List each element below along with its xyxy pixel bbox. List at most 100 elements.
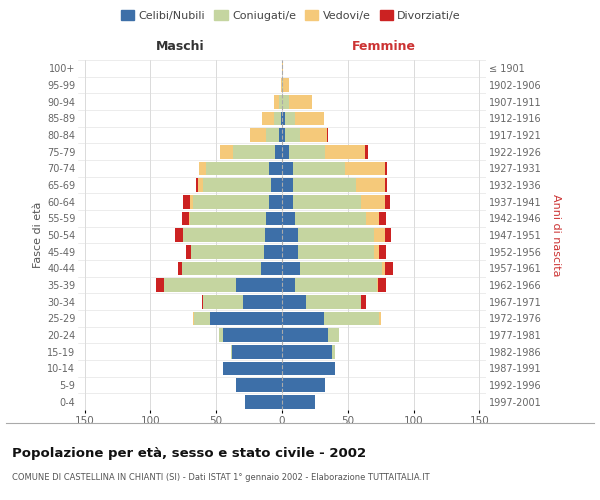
Bar [356, 178, 385, 192]
Bar [236, 378, 282, 392]
Bar [265, 228, 282, 242]
Bar [182, 262, 261, 275]
Bar [305, 295, 361, 308]
Bar [186, 245, 191, 258]
Bar [282, 228, 298, 242]
Bar [209, 312, 282, 325]
Bar [282, 328, 328, 342]
Bar [155, 278, 164, 292]
Bar [377, 278, 378, 292]
Bar [282, 128, 284, 142]
Bar [282, 262, 301, 275]
Bar [374, 228, 385, 242]
Bar [382, 262, 385, 275]
Bar [328, 328, 338, 342]
Bar [301, 262, 382, 275]
Bar [183, 195, 190, 208]
Bar [199, 162, 206, 175]
Bar [203, 178, 271, 192]
Bar [379, 312, 381, 325]
Bar [282, 145, 289, 158]
Bar [220, 145, 233, 158]
Bar [282, 295, 305, 308]
Bar [282, 178, 293, 192]
Bar [280, 95, 282, 108]
Bar [196, 178, 198, 192]
Bar [191, 245, 263, 258]
Bar [190, 212, 266, 225]
Bar [202, 295, 203, 308]
Bar [206, 162, 269, 175]
Bar [361, 295, 366, 308]
Bar [293, 162, 345, 175]
Bar [365, 145, 368, 158]
Bar [379, 245, 386, 258]
Bar [282, 245, 298, 258]
Text: COMUNE DI CASTELLINA IN CHIANTI (SI) - Dati ISTAT 1° gennaio 2002 - Elaborazione: COMUNE DI CASTELLINA IN CHIANTI (SI) - D… [12, 472, 430, 482]
Bar [282, 278, 295, 292]
Bar [345, 162, 385, 175]
Bar [293, 178, 356, 192]
Bar [282, 362, 335, 375]
Bar [298, 245, 374, 258]
Bar [295, 112, 324, 125]
Text: Femmine: Femmine [352, 40, 416, 52]
Bar [361, 195, 385, 208]
Bar [232, 345, 282, 358]
Bar [282, 112, 284, 125]
Bar [198, 178, 203, 192]
Bar [289, 145, 325, 158]
Bar [242, 295, 282, 308]
Bar [230, 345, 232, 358]
Bar [233, 145, 275, 158]
Bar [223, 362, 282, 375]
Bar [183, 228, 265, 242]
Bar [282, 62, 283, 75]
Bar [284, 112, 295, 125]
Bar [236, 278, 282, 292]
Bar [385, 162, 387, 175]
Bar [188, 212, 190, 225]
Bar [178, 262, 182, 275]
Bar [203, 295, 242, 308]
Bar [295, 278, 377, 292]
Bar [250, 128, 266, 142]
Bar [325, 145, 365, 158]
Bar [182, 212, 188, 225]
Y-axis label: Fasce di età: Fasce di età [32, 202, 43, 268]
Bar [379, 212, 386, 225]
Bar [164, 278, 236, 292]
Bar [282, 78, 283, 92]
Bar [289, 95, 312, 108]
Bar [282, 212, 295, 225]
Bar [223, 328, 282, 342]
Bar [280, 128, 282, 142]
Bar [282, 395, 315, 408]
Bar [193, 312, 194, 325]
Bar [374, 245, 379, 258]
Bar [266, 128, 280, 142]
Bar [378, 278, 386, 292]
Bar [263, 245, 282, 258]
Bar [282, 378, 325, 392]
Bar [274, 112, 281, 125]
Bar [281, 78, 282, 92]
Bar [385, 228, 391, 242]
Bar [175, 228, 183, 242]
Bar [274, 95, 280, 108]
Bar [245, 395, 282, 408]
Bar [281, 112, 282, 125]
Bar [284, 128, 301, 142]
Bar [332, 345, 335, 358]
Bar [271, 178, 282, 192]
Bar [366, 212, 379, 225]
Bar [385, 178, 387, 192]
Bar [282, 345, 332, 358]
Legend: Celibi/Nubili, Coniugati/e, Vedovi/e, Divorziati/e: Celibi/Nubili, Coniugati/e, Vedovi/e, Di… [116, 6, 466, 25]
Bar [219, 328, 223, 342]
Bar [262, 112, 274, 125]
Bar [190, 195, 193, 208]
Bar [269, 162, 282, 175]
Text: Popolazione per età, sesso e stato civile - 2002: Popolazione per età, sesso e stato civil… [12, 448, 366, 460]
Bar [269, 195, 282, 208]
